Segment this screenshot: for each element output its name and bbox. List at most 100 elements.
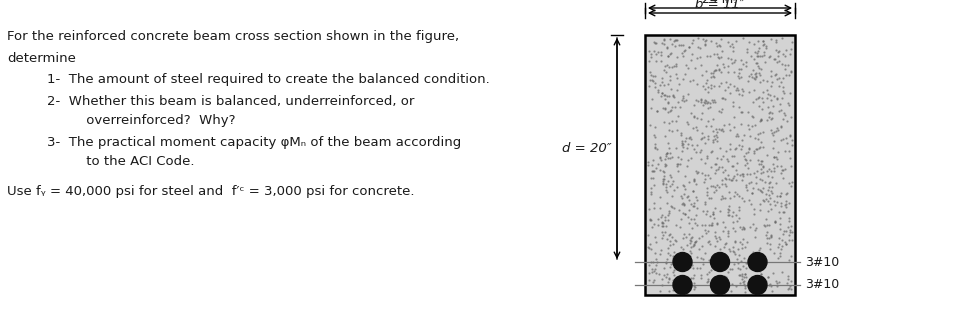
Point [749, 251, 764, 256]
Point [753, 130, 768, 135]
Point [681, 121, 696, 126]
Point [709, 134, 724, 140]
Point [709, 132, 724, 137]
Point [657, 63, 673, 69]
Point [744, 54, 759, 59]
Point [688, 97, 704, 103]
Point [689, 222, 705, 228]
Point [747, 280, 762, 285]
Point [771, 83, 787, 88]
Point [778, 54, 793, 59]
Point [677, 173, 692, 178]
Point [761, 114, 777, 119]
Point [650, 109, 665, 114]
Point [670, 100, 686, 105]
Point [734, 171, 750, 176]
Point [779, 135, 794, 141]
Point [773, 246, 788, 251]
Point [676, 202, 691, 207]
Text: 2-  Whether this beam is balanced, underreinforced, or: 2- Whether this beam is balanced, underr… [47, 95, 415, 108]
Point [683, 245, 698, 250]
Point [753, 119, 768, 124]
Point [673, 132, 688, 138]
Point [698, 212, 714, 217]
Point [753, 161, 768, 167]
Point [755, 129, 771, 134]
Point [673, 157, 688, 162]
Point [749, 226, 764, 231]
Point [769, 199, 785, 204]
Point [673, 245, 688, 250]
Point [651, 216, 666, 222]
Point [682, 220, 697, 225]
Point [779, 204, 794, 209]
Point [753, 271, 769, 277]
Point [702, 101, 718, 106]
Point [694, 233, 710, 239]
Text: d = 20″: d = 20″ [562, 142, 612, 155]
Point [686, 266, 701, 271]
Point [763, 232, 779, 238]
Point [697, 39, 713, 44]
Point [773, 138, 788, 143]
Point [689, 198, 705, 203]
Point [657, 93, 673, 98]
Point [653, 205, 668, 210]
Point [679, 62, 694, 67]
Point [662, 37, 678, 42]
Point [720, 55, 736, 60]
Point [684, 216, 699, 222]
Point [687, 284, 703, 289]
Point [746, 41, 761, 46]
Point [682, 198, 697, 203]
Point [689, 205, 705, 211]
Point [697, 160, 713, 166]
Point [734, 276, 750, 281]
Point [718, 195, 733, 200]
Point [752, 71, 767, 76]
Point [681, 44, 696, 49]
Point [662, 74, 678, 79]
Point [672, 104, 687, 110]
Point [659, 45, 675, 50]
Point [772, 215, 787, 221]
Point [644, 54, 659, 59]
Point [660, 217, 676, 222]
Point [654, 230, 670, 235]
Point [713, 37, 728, 42]
Point [706, 190, 721, 195]
Point [784, 286, 799, 292]
Point [755, 145, 771, 150]
Point [770, 164, 786, 169]
Point [784, 68, 799, 73]
Point [676, 53, 691, 59]
Point [765, 132, 781, 138]
Text: Use fᵧ = 40,000 psi for steel and  f′ᶜ = 3,000 psi for concrete.: Use fᵧ = 40,000 psi for steel and f′ᶜ = … [7, 185, 415, 198]
Point [756, 254, 772, 259]
Point [769, 125, 785, 130]
Point [657, 134, 673, 139]
Point [693, 136, 709, 142]
Point [646, 132, 661, 137]
Point [780, 273, 795, 279]
Point [667, 104, 683, 109]
Point [675, 96, 690, 101]
Point [704, 222, 720, 227]
Point [686, 280, 702, 285]
Point [693, 100, 709, 105]
Point [645, 224, 660, 229]
Point [700, 89, 716, 95]
Point [753, 73, 768, 78]
Point [767, 202, 783, 208]
Point [712, 66, 727, 71]
Point [662, 231, 678, 237]
Point [690, 44, 706, 50]
Point [744, 190, 759, 195]
Point [728, 213, 744, 218]
Point [739, 160, 754, 166]
Point [708, 243, 723, 248]
Point [704, 267, 720, 273]
Point [735, 172, 751, 177]
Point [749, 61, 764, 66]
Point [757, 180, 773, 185]
